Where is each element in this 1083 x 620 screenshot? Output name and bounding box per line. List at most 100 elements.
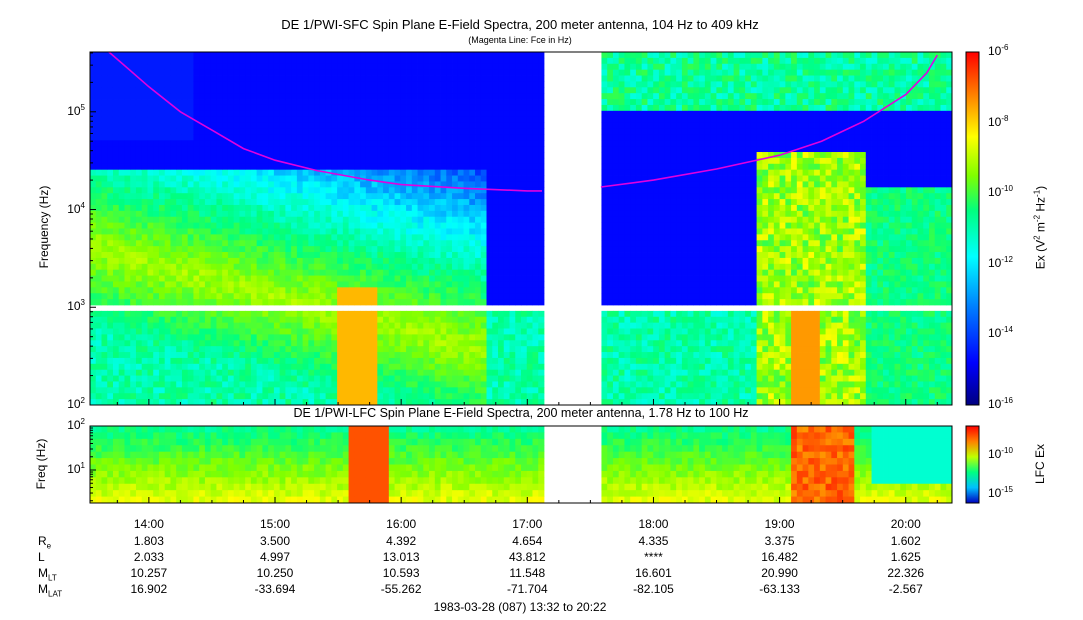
sfc-cell [486, 134, 493, 141]
sfc-cell [601, 316, 608, 324]
sfc-cell [383, 87, 390, 94]
sfc-cell [624, 204, 631, 212]
sfc-cell [515, 240, 522, 247]
sfc-cell [400, 99, 407, 106]
sfc-cell [388, 357, 395, 365]
sfc-cell [446, 363, 453, 371]
sfc-cell [486, 163, 493, 171]
sfc-cell [388, 222, 395, 229]
sfc-cell [273, 275, 281, 282]
sfc-cell [400, 81, 407, 88]
sfc-cell [377, 263, 384, 271]
sfc-cell [239, 57, 246, 65]
sfc-cell [187, 252, 194, 259]
sfc-cell [526, 310, 533, 318]
sfc-cell [400, 281, 407, 288]
sfc-cell [371, 152, 378, 159]
sfc-cell [101, 316, 108, 324]
sfc-cell [124, 122, 131, 129]
sfc-cell [365, 340, 372, 347]
sfc-cell [227, 363, 235, 371]
sfc-cell [319, 99, 327, 106]
sfc-cell [107, 257, 114, 265]
sfc-cell [521, 140, 528, 147]
sfc-cell [463, 57, 470, 65]
sfc-cell [434, 93, 441, 100]
sfc-cell [164, 293, 171, 300]
sfc-cell [411, 399, 418, 406]
sfc-cell [521, 193, 528, 200]
sfc-cell [245, 334, 252, 341]
sfc-cell [400, 399, 407, 406]
sfc-cell [245, 299, 252, 306]
sfc-cell [199, 152, 206, 159]
sfc-cell [538, 340, 545, 347]
sfc-cell [176, 352, 183, 359]
sfc-cell [463, 175, 470, 182]
sfc-cell [176, 175, 183, 182]
sfc-cell [383, 310, 390, 318]
sfc-cell [164, 187, 171, 194]
sfc-cell [601, 175, 608, 182]
sfc-cell [440, 363, 447, 371]
sfc-cell [360, 352, 367, 359]
sfc-cell [406, 163, 413, 171]
sfc-cell [141, 357, 148, 365]
sfc-cell [411, 340, 418, 347]
sfc-cell [463, 99, 470, 106]
sfc-cell [135, 252, 143, 259]
sfc-cell [262, 175, 269, 182]
sfc-cell [417, 240, 424, 247]
sfc-cell [279, 310, 286, 318]
sfc-cell [469, 216, 476, 224]
sfc-cell [210, 222, 217, 229]
sfc-cell [279, 393, 286, 400]
sfc-cell [118, 275, 125, 282]
sfc-cell [273, 104, 281, 112]
sfc-cell [147, 93, 154, 100]
sfc-cell [624, 216, 631, 224]
sfc-cell [222, 222, 229, 229]
sfc-cell [95, 87, 102, 94]
sfc-cell [406, 134, 413, 141]
sfc-cell [239, 204, 246, 212]
sfc-cell [222, 216, 229, 224]
sfc-cell [262, 240, 269, 247]
sfc-cell [95, 352, 102, 359]
sfc-cell [417, 128, 424, 135]
sfc-cell [262, 257, 269, 265]
sfc-cell [526, 63, 533, 71]
sfc-cell [204, 152, 212, 159]
sfc-cell [469, 199, 476, 206]
sfc-cell [153, 334, 160, 341]
sfc-cell [480, 169, 487, 176]
sfc-cell [187, 240, 194, 247]
sfc-cell [515, 228, 522, 235]
sfc-cell [411, 93, 418, 100]
sfc-cell [262, 357, 269, 365]
sfc-cell [256, 140, 263, 147]
sfc-cell [95, 269, 102, 276]
sfc-cell [515, 157, 522, 165]
sfc-cell [503, 69, 510, 76]
sfc-cell [503, 275, 510, 282]
sfc-cell [308, 328, 315, 335]
sfc-cell [193, 140, 200, 147]
sfc-cell [463, 52, 470, 59]
sfc-cell [400, 369, 407, 376]
sfc-cell [388, 122, 395, 129]
sfc-cell [365, 269, 372, 276]
sfc-cell [204, 328, 212, 335]
sfc-cell [314, 169, 321, 176]
sfc-cell [141, 152, 148, 159]
sfc-cell [417, 181, 424, 188]
sfc-cell [440, 240, 447, 247]
sfc-cell [492, 222, 499, 229]
sfc-cell [170, 357, 177, 365]
sfc-cell [296, 193, 304, 200]
sfc-cell [469, 193, 476, 200]
sfc-cell [170, 134, 177, 141]
sfc-cell [204, 122, 212, 129]
sfc-cell [618, 310, 625, 318]
sfc-cell [239, 193, 246, 200]
